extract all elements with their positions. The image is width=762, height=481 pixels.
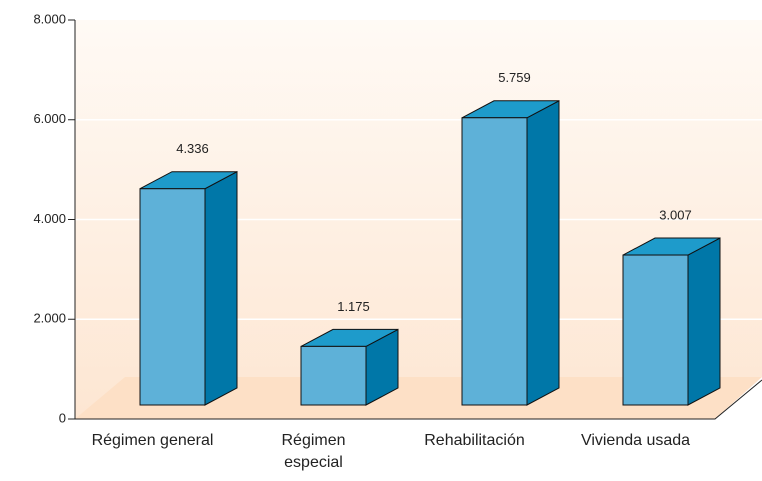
floor [75,377,762,419]
value-label: 3.007 [659,207,692,222]
y-tick-label: 0 [59,410,66,425]
y-tick-label: 8.000 [33,11,66,26]
y-tick-label: 2.000 [33,311,66,326]
bar-side [526,99,560,406]
y-tick-label: 6.000 [33,111,66,126]
bar [461,117,528,406]
value-label: 4.336 [176,141,209,156]
bar [622,254,689,406]
value-label: 5.759 [498,70,531,85]
y-tick-label: 4.000 [33,211,66,226]
bar-side [204,170,238,406]
x-tick-label: Régimen general [91,432,214,449]
bar-side [687,237,721,406]
x-tick-label: Vivienda usada [580,432,691,449]
bar [300,345,367,406]
x-tick-label: Régimen especial [281,432,346,471]
x-tick-label: Rehabilitación [424,432,525,449]
bar [139,188,206,406]
value-label: 1.175 [337,299,370,314]
x-axis [75,379,762,420]
